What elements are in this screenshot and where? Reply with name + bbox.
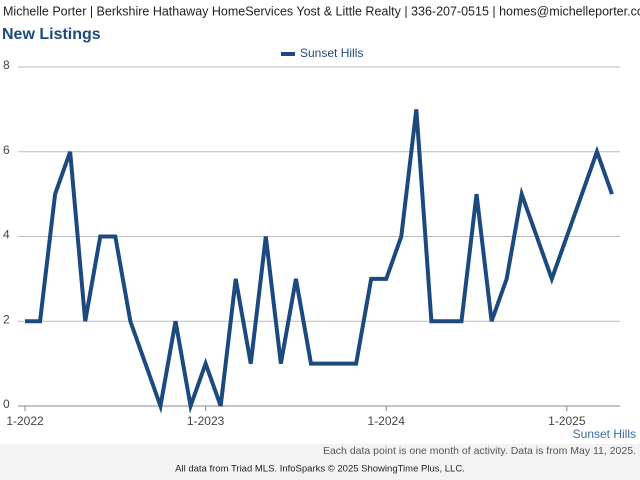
x-tick-label: 1-2022 — [6, 414, 44, 428]
legend-label: Sunset Hills — [300, 46, 363, 60]
chart-title: New Listings — [2, 26, 101, 43]
y-tick-label: 4 — [3, 228, 10, 242]
header: Michelle Porter | Berkshire Hathaway Hom… — [3, 4, 640, 18]
x-tick-label: 1-2024 — [368, 414, 406, 428]
y-tick-label: 8 — [3, 58, 10, 72]
x-tick-label: 1-2025 — [548, 414, 586, 428]
footer-background — [0, 444, 640, 480]
x-tick-label: 1-2023 — [187, 414, 225, 428]
y-tick-label: 6 — [3, 143, 10, 157]
line — [25, 109, 614, 414]
y-tick-label: 0 — [3, 397, 10, 411]
note: Each data point is one month of activity… — [323, 445, 636, 457]
x-axis-label: Sunset Hills — [573, 427, 636, 441]
y-tick-label: 2 — [3, 312, 10, 326]
footer: All data from Triad MLS. InfoSparks © 20… — [175, 464, 465, 475]
